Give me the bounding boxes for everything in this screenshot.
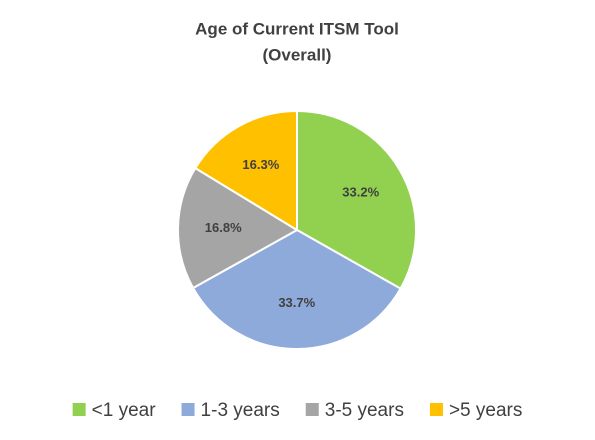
legend-label: 1-3 years [201, 400, 280, 421]
legend-swatch [429, 403, 443, 416]
legend-swatch [72, 403, 86, 416]
data-label: 33.7% [278, 295, 315, 310]
legend-swatch [305, 403, 319, 416]
data-label: 16.8% [205, 220, 242, 235]
data-label: 16.3% [242, 157, 279, 172]
pie-slice [296, 109, 417, 290]
chart-title: Age of Current ITSM Tool [195, 19, 399, 38]
pie-slice [193, 109, 298, 232]
legend-swatch [181, 403, 195, 416]
data-label: 33.2% [342, 184, 379, 199]
legend-label: 3-5 years [325, 400, 404, 421]
chart-subtitle: (Overall) [263, 45, 332, 64]
pie-slice [177, 166, 299, 290]
legend-label: <1 year [92, 400, 157, 421]
legend-label: >5 years [449, 400, 522, 421]
